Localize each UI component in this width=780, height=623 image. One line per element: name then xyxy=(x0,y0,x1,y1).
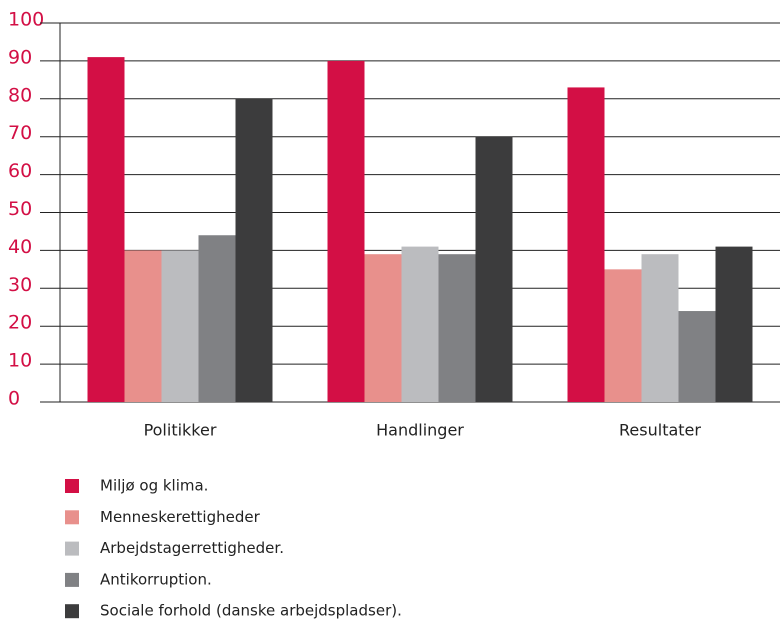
y-tick-label: 30 xyxy=(8,274,32,296)
bar xyxy=(438,254,476,402)
bar xyxy=(87,57,125,403)
bar xyxy=(124,250,162,402)
bar xyxy=(567,87,605,403)
bar xyxy=(678,311,716,402)
y-tick-label: 50 xyxy=(8,198,32,220)
legend-swatch xyxy=(65,541,79,556)
y-tick-label: 60 xyxy=(8,160,32,182)
bar xyxy=(401,246,439,402)
bar xyxy=(715,246,753,402)
bar xyxy=(364,254,402,402)
bar xyxy=(604,269,642,402)
y-tick-label: 70 xyxy=(8,122,32,144)
legend-label: Antikorruption. xyxy=(100,570,212,588)
bar xyxy=(641,254,679,402)
bar xyxy=(475,136,513,402)
legend-swatch xyxy=(65,604,79,619)
y-tick-label: 10 xyxy=(8,350,32,372)
legend-label: Sociale forhold (danske arbejdspladser). xyxy=(100,602,402,620)
legend-swatch xyxy=(65,510,79,525)
x-tick-label: Politikker xyxy=(144,421,217,440)
y-tick-label: 80 xyxy=(8,84,32,106)
legend-label: Arbejdstagerrettigheder. xyxy=(100,539,284,557)
y-tick-label: 100 xyxy=(8,9,44,31)
legend-label: Menneskerettigheder xyxy=(100,508,261,526)
bar xyxy=(198,235,236,402)
bar xyxy=(161,250,199,402)
y-tick-label: 20 xyxy=(8,312,32,334)
legend-swatch xyxy=(65,572,79,587)
legend-label: Miljø og klima. xyxy=(100,477,208,495)
legend-swatch xyxy=(65,479,79,493)
x-tick-label: Handlinger xyxy=(376,421,464,440)
bar xyxy=(235,98,273,403)
x-tick-label: Resultater xyxy=(619,421,701,440)
bar xyxy=(327,60,365,403)
y-tick-label: 40 xyxy=(8,236,32,258)
y-tick-label: 90 xyxy=(8,46,32,68)
y-tick-label: 0 xyxy=(8,388,20,410)
